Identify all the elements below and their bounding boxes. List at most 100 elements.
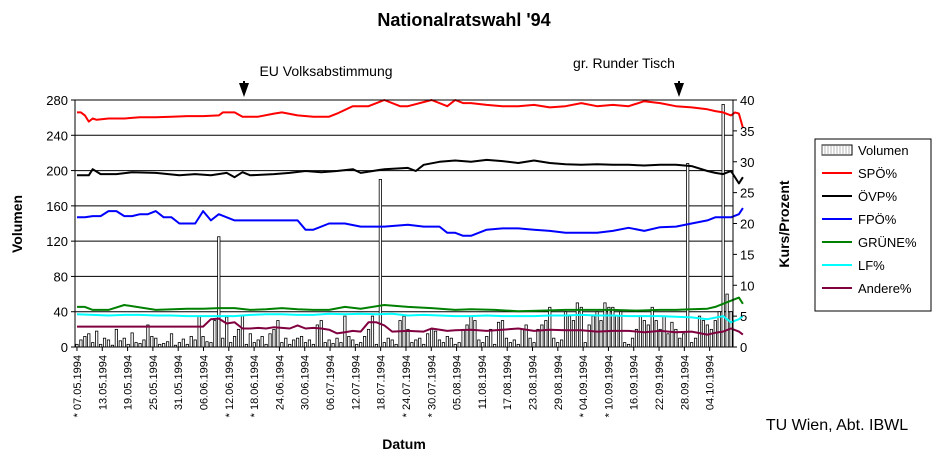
y-left-tick-label: 120	[46, 234, 68, 249]
x-axis-ticks: * 07.05.1994 13.05.1994 19.05.1994 25.05.19…	[72, 347, 717, 417]
volume-bar	[587, 324, 591, 348]
volume-bar	[236, 328, 241, 348]
volume-bar	[225, 316, 229, 348]
x-tick-label: 06.06.1994	[199, 355, 211, 410]
annotation-arrow	[674, 83, 684, 97]
y-axis-right-title: Kurs/Prozent	[776, 180, 792, 267]
series-line-lf	[76, 312, 744, 324]
volume-bar	[95, 330, 99, 348]
volume-bar	[658, 328, 662, 348]
legend-label: FPÖ%	[858, 212, 897, 227]
volume-bar	[240, 315, 245, 348]
y-left-tick-label: 40	[54, 305, 68, 320]
volume-bar	[138, 343, 142, 348]
volume-bar	[142, 339, 146, 348]
legend-label: LF%	[858, 258, 885, 273]
volume-bar	[571, 320, 576, 348]
volume-bar	[457, 342, 461, 348]
volume-bar	[335, 337, 339, 348]
x-tick-label: 17.08.1994	[502, 355, 514, 410]
volume-bar	[331, 343, 335, 348]
series-line-grne	[77, 296, 744, 313]
y-right-tick-label: 25	[740, 186, 754, 201]
volume-bar	[567, 315, 572, 348]
y-right-tick-label: 5	[740, 309, 747, 324]
volume-bar	[469, 315, 473, 348]
volume-bar	[560, 339, 564, 348]
volume-bar	[102, 337, 107, 348]
legend-label: GRÜNE%	[858, 235, 917, 250]
volume-bar	[426, 333, 430, 348]
volume-bar	[504, 337, 509, 348]
volume-bar	[654, 320, 658, 348]
volume-bar	[508, 342, 512, 348]
y-left-tick-label: 200	[46, 164, 68, 179]
annotation-arrow	[239, 83, 249, 97]
volume-bar	[449, 337, 453, 348]
x-tick-label: * 10.09.1994	[603, 355, 615, 417]
volume-bar	[323, 342, 327, 348]
volume-bar	[268, 333, 272, 348]
volume-bar	[489, 328, 493, 348]
volume-bar	[418, 337, 422, 348]
volume-bar	[169, 333, 174, 348]
volume-bar	[134, 342, 138, 348]
volume-bar	[481, 342, 485, 348]
x-tick-label: 30.06.1994	[300, 355, 312, 410]
volume-bar	[197, 315, 201, 348]
volume-bar	[705, 324, 709, 348]
x-tick-label: 18.07.1994	[376, 355, 388, 410]
x-tick-label: 31.05.1994	[173, 355, 185, 410]
x-tick-label: 13.05.1994	[97, 355, 109, 410]
y-right-tick-label: 0	[740, 340, 747, 355]
volume-bar	[437, 339, 442, 348]
volume-bar	[414, 339, 418, 348]
x-tick-label: * 04.09.1994	[578, 355, 590, 417]
x-tick-label: * 30.07.1994	[426, 355, 438, 417]
volume-bar	[221, 337, 225, 348]
volume-bar	[370, 315, 375, 348]
volume-bar	[292, 339, 296, 348]
volume-bar	[232, 336, 237, 348]
volume-bar	[79, 339, 83, 348]
volume-bar	[276, 320, 280, 348]
volume-bar	[690, 342, 694, 348]
volume-bar	[193, 339, 197, 348]
legend-label: Volumen	[858, 143, 909, 158]
volume-bar	[272, 328, 276, 348]
x-tick-label: 16.09.1994	[629, 355, 641, 410]
volume-bar	[106, 339, 111, 348]
x-tick-label: 29.08.1994	[553, 355, 565, 410]
volume-bar	[256, 339, 260, 348]
x-tick-label: 19.05.1994	[123, 355, 135, 410]
volume-bar	[378, 178, 382, 348]
y-right-tick-label: 30	[740, 155, 754, 170]
volume-bar	[339, 342, 343, 348]
annotation-label: EU Volksabstimmung	[259, 63, 392, 79]
series-line-sp	[77, 99, 744, 129]
x-axis-title: Datum	[382, 436, 426, 452]
volume-bar	[91, 342, 95, 348]
x-tick-label: * 12.06.1994	[224, 355, 236, 417]
y-right-tick-label: 15	[740, 247, 754, 262]
x-tick-label: 12.07.1994	[350, 355, 362, 410]
volume-bar	[599, 320, 603, 348]
volume-bar	[181, 338, 185, 348]
volume-bar	[528, 337, 532, 348]
legend-label: ÖVP%	[858, 189, 897, 204]
volume-bar	[544, 320, 548, 348]
y-right-tick-label: 40	[740, 93, 754, 108]
y-left-tick-label: 80	[54, 269, 68, 284]
volume-bar	[496, 321, 501, 348]
volume-bar	[646, 324, 650, 348]
y-left-tick-label: 0	[61, 340, 68, 355]
volume-bar	[229, 342, 233, 348]
grid	[75, 134, 733, 313]
volume-bar	[441, 342, 445, 348]
y-axis-left-title: Volumen	[9, 195, 25, 253]
volume-bar	[619, 311, 623, 348]
y-axis-right-ticks: 0 5 10 15 20 25 30 35 40	[733, 93, 754, 355]
y-left-tick-label: 160	[46, 199, 68, 214]
legend-label: Andere%	[858, 281, 912, 296]
volume-bar	[607, 306, 611, 348]
